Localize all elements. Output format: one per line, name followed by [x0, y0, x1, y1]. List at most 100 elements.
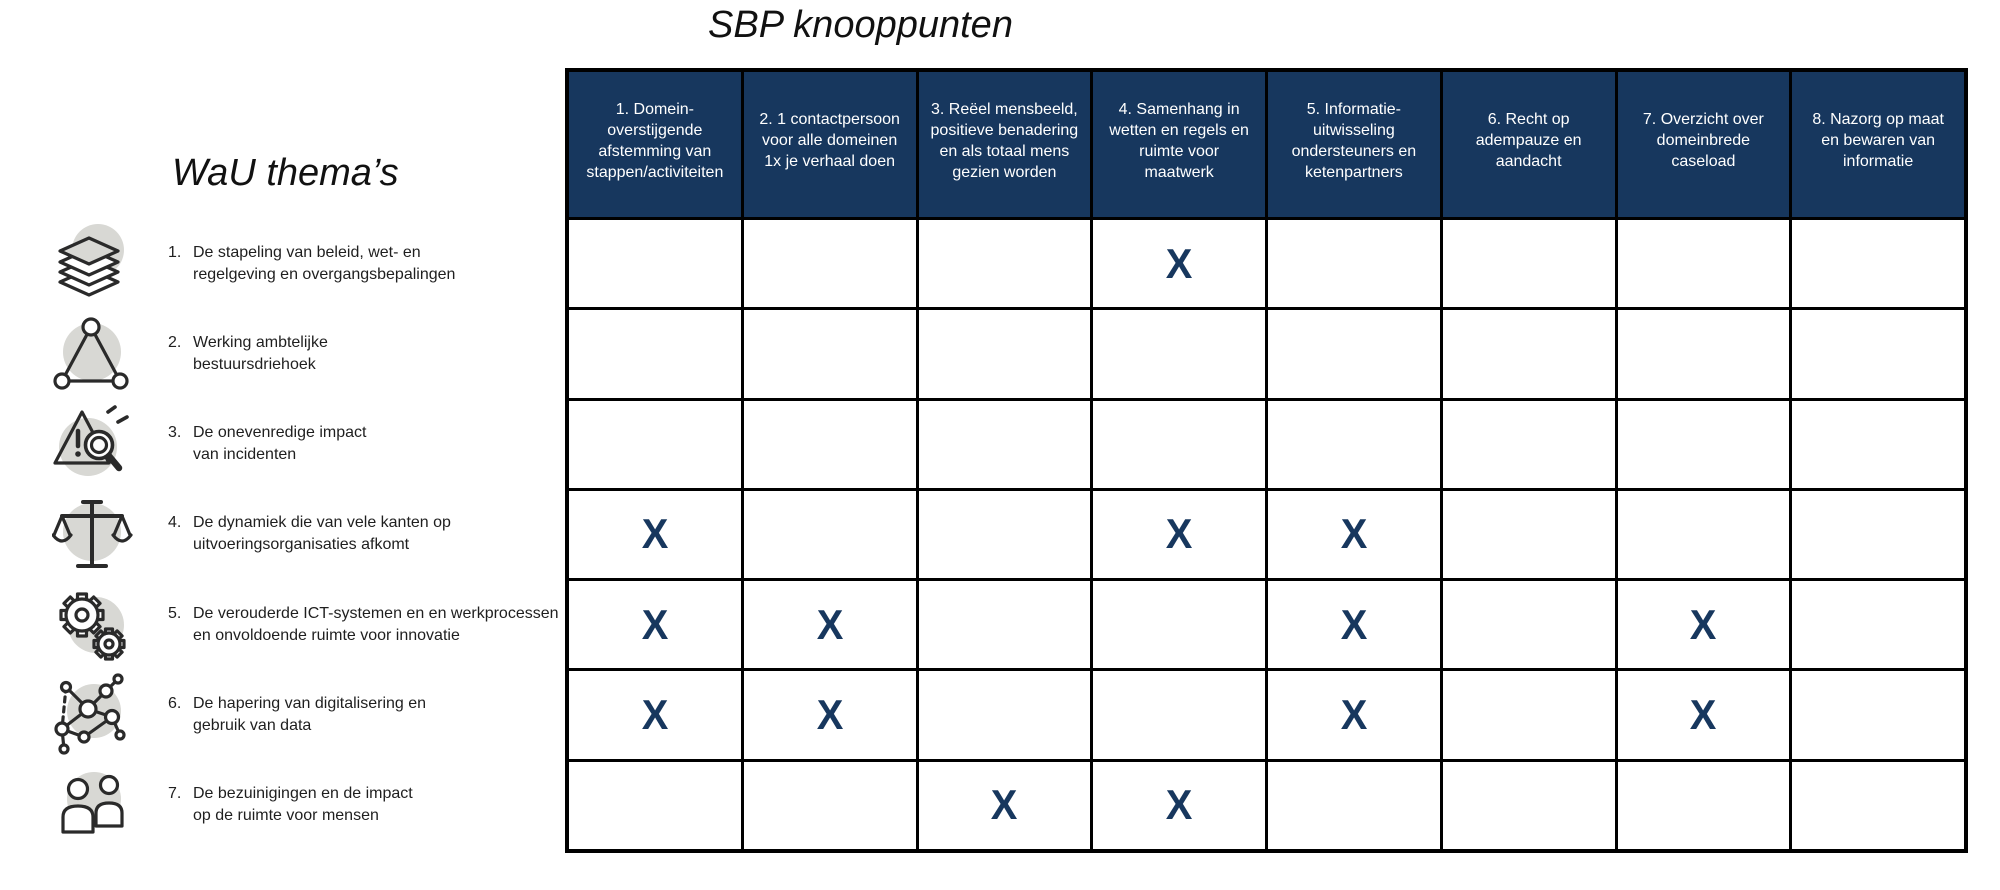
column-header-4: 4. Samenhang in wetten en regels en ruimte…: [1093, 72, 1265, 217]
column-header-line: overstijgende: [607, 121, 703, 139]
incident-magnifier-icon: [52, 400, 136, 488]
theme-number: 2.: [168, 333, 182, 351]
column-header-line: 3. Reëel mensbeeld,: [930, 100, 1078, 118]
theme-label: De bezuinigingen en de impact op de ruimt…: [193, 783, 413, 827]
theme-label-line: bestuursdriehoek: [193, 355, 316, 373]
theme-number: 6.: [168, 695, 182, 713]
people-icon: [52, 761, 136, 849]
theme-number: 5.: [168, 604, 182, 622]
column-header-1: 1. Domein-overstijgende afstemming van sta…: [569, 72, 741, 217]
matrix-cell-r1c2: [743, 220, 916, 308]
column-header-line: 1. Domein-: [615, 100, 694, 118]
matrix-cell-r4c5: X: [1268, 490, 1440, 579]
theme-row-5: 5. De verouderde ICT-systemen en en werkp…: [52, 581, 559, 668]
matrix-cell-r4c8: [1792, 490, 1964, 579]
x-mark: X: [641, 691, 669, 739]
column-header-line: gezien worden: [952, 163, 1057, 181]
matrix-cell-r1c4: X: [1093, 220, 1265, 308]
column-header-line: 2. 1 contactpersoon: [759, 111, 900, 128]
x-mark: X: [641, 510, 669, 558]
x-mark: X: [1165, 239, 1193, 287]
matrix-cell-r2c2: [743, 310, 916, 398]
theme-label: De stapeling van beleid, wet- en regelgev…: [193, 242, 455, 286]
column-header-line: informatie: [1843, 153, 1914, 170]
matrix-cell-r7c6: [1442, 761, 1615, 849]
column-header-7: 7. Overzicht over domeinbrede caseload: [1617, 72, 1790, 217]
matrix-cell-r2c4: [1093, 310, 1265, 398]
matrix-cell-r6c8: [1792, 671, 1964, 759]
matrix-cell-r1c1: [569, 220, 741, 308]
column-header-line: en bewaren van: [1821, 132, 1936, 149]
x-mark: X: [1165, 781, 1193, 829]
theme-label-line: Werking ambtelijke: [193, 333, 328, 351]
matrix-cell-r4c4: X: [1093, 490, 1265, 579]
column-header-line: stappen/activiteiten: [586, 163, 724, 181]
theme-row-2: 2. Werking ambtelijke bestuursdriehoek: [52, 310, 552, 397]
matrix-cell-r5c2: X: [743, 581, 916, 669]
x-mark: X: [641, 600, 669, 648]
theme-row-4: 4. De dynamiek die van vele kanten op uitv…: [52, 491, 552, 578]
matrix-cell-r1c7: [1617, 220, 1790, 308]
matrix-cell-r7c8: [1792, 761, 1964, 849]
column-header-line: ondersteuners en: [1291, 142, 1417, 160]
column-header-6: 6. Recht op adempauze en aandacht: [1442, 72, 1615, 217]
theme-label-line: De hapering van digitalisering en: [193, 695, 427, 713]
theme-label-line: en onvoldoende ruimte voor innovatie: [193, 626, 460, 644]
matrix-cell-r4c6: [1442, 490, 1615, 579]
matrix-cell-r5c8: [1792, 581, 1964, 669]
theme-label: De onevenredige impact van incidenten: [193, 422, 366, 466]
theme-row-3: 3. De onevenredige impact van incidenten: [52, 401, 552, 488]
theme-label-line: uitvoeringsorganisaties afkomt: [193, 536, 410, 554]
x-mark: X: [1340, 510, 1368, 558]
theme-number: 3.: [168, 424, 182, 442]
matrix-cell-r1c3: [918, 220, 1091, 308]
matrix-cell-r3c7: [1617, 400, 1790, 488]
column-header-3: 3. Reëel mensbeeld, positieve benadering e…: [918, 72, 1091, 217]
matrix-cell-r5c1: X: [569, 581, 741, 669]
matrix-cell-r2c6: [1442, 310, 1615, 398]
matrix-cell-r6c7: X: [1617, 671, 1790, 759]
matrix-cell-r1c5: [1268, 220, 1440, 308]
theme-label: Werking ambtelijke bestuursdriehoek: [193, 332, 328, 376]
matrix-cell-r4c2: [743, 490, 916, 579]
matrix-cell-r2c1: [569, 310, 741, 398]
column-header-line: afstemming van: [598, 142, 712, 160]
x-mark: X: [1165, 510, 1193, 558]
column-header-5: 5. Informatie-uitwisseling ondersteuners …: [1268, 72, 1440, 217]
matrix-cell-r5c3: [918, 581, 1091, 669]
column-header-8: 8. Nazorg op maat en bewaren van informati…: [1792, 72, 1964, 217]
column-header-line: adempauze en: [1475, 132, 1582, 149]
data-network-icon: [52, 671, 136, 759]
matrix-cell-r2c5: [1268, 310, 1440, 398]
matrix-cell-r4c3: [918, 490, 1091, 579]
column-header-line: caseload: [1671, 153, 1736, 170]
matrix-cell-r6c6: [1442, 671, 1615, 759]
theme-label-line: De verouderde ICT-systemen en en werkpro…: [193, 604, 559, 622]
column-header-line: voor alle domeinen: [762, 132, 898, 149]
column-header-line: positieve benadering: [930, 121, 1079, 139]
matrix-cell-r4c1: X: [569, 490, 741, 579]
themes-list: 1. De stapeling van beleid, wet- en regelg…: [0, 0, 565, 890]
column-header-2: 2. 1 contactpersoon voor alle domeinen 1x …: [743, 72, 916, 217]
column-header-line: maatwerk: [1144, 163, 1214, 181]
x-mark: X: [816, 600, 843, 648]
theme-number: 1.: [168, 243, 182, 261]
column-header-line: 7. Overzicht over: [1642, 111, 1764, 128]
matrix-cell-r6c1: X: [569, 671, 741, 759]
triangle-network-icon: [52, 310, 136, 398]
matrix-cell-r3c4: [1093, 400, 1265, 488]
column-header-line: ruimte voor: [1139, 142, 1220, 160]
x-mark: X: [816, 691, 843, 739]
column-header-line: 1x je verhaal doen: [764, 153, 895, 170]
matrix-cell-r4c7: [1617, 490, 1790, 579]
matrix-cell-r2c8: [1792, 310, 1964, 398]
matrix-cell-r7c3: X: [918, 761, 1091, 849]
theme-label-line: De onevenredige impact: [193, 424, 367, 442]
column-header-line: en als totaal mens: [939, 142, 1070, 160]
matrix-cell-r7c4: X: [1093, 761, 1265, 849]
matrix-cell-r5c7: X: [1617, 581, 1790, 669]
column-header-line: uitwisseling: [1312, 121, 1395, 139]
theme-label: De hapering van digitalisering en gebruik…: [193, 693, 426, 737]
matrix-cell-r6c3: [918, 671, 1091, 759]
